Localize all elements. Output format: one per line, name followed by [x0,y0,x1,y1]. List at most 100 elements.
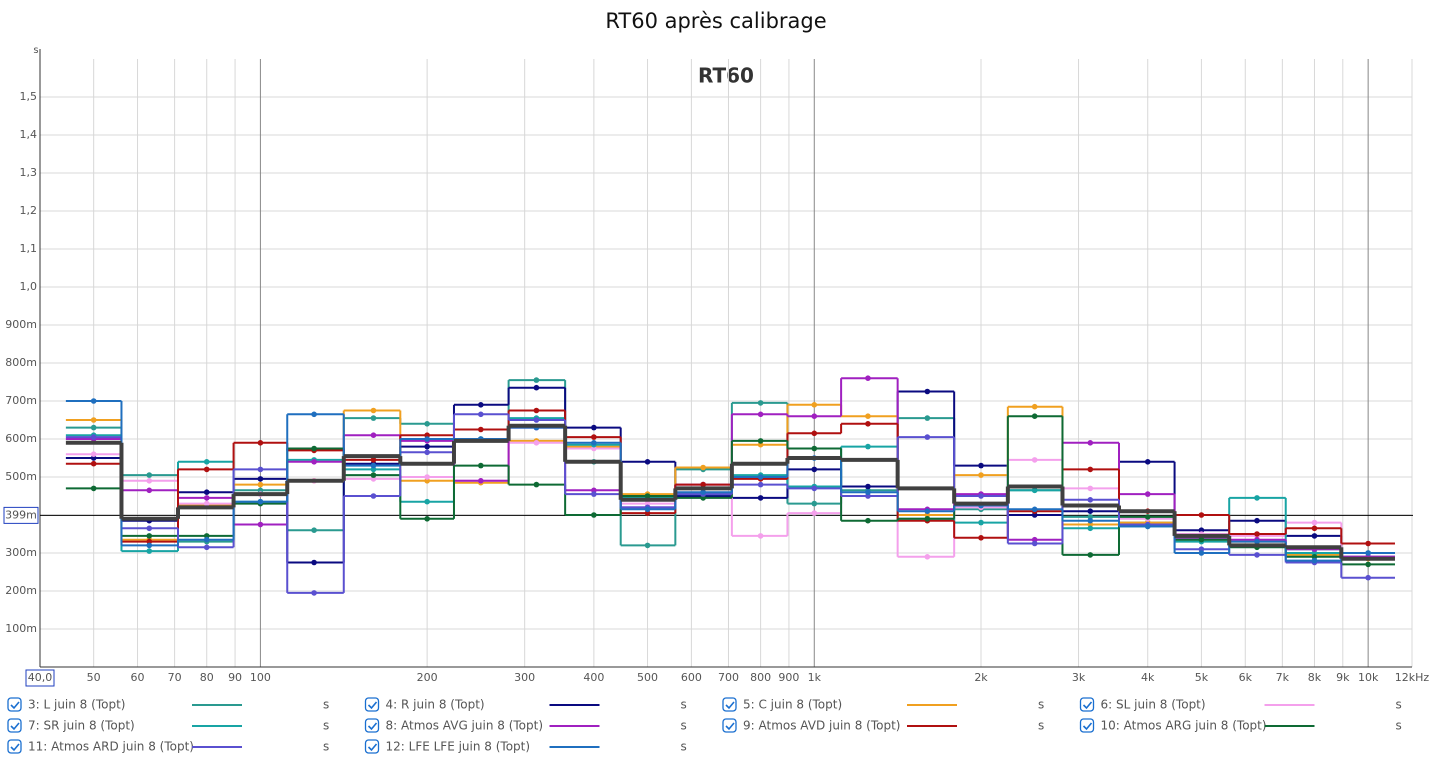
data-point [978,519,984,526]
x-tick-label: 100 [250,671,271,684]
data-point [700,464,706,471]
data-point [978,462,984,469]
data-point [311,459,317,465]
data-point [1144,514,1151,520]
data-point [644,542,651,549]
y-tick-label: 900m [5,318,37,331]
data-point [146,487,153,494]
data-point [370,415,377,421]
data-point [1254,538,1260,545]
legend-check[interactable] [725,722,735,731]
data-point [478,411,484,418]
data-point [1365,540,1371,547]
data-point [924,415,931,421]
data-point [311,411,317,418]
x-tick-label: 800 [750,671,771,684]
data-point [478,478,484,484]
data-point [533,377,540,383]
legend-checkbox[interactable] [364,739,380,754]
data-point [146,525,153,532]
legend-check[interactable] [10,701,20,710]
legend-check[interactable] [1082,722,1093,731]
legend-check[interactable] [1082,701,1093,710]
data-point [370,457,377,463]
legend-unit: s [681,719,687,733]
data-point [146,478,153,484]
data-point [811,413,818,420]
data-point [424,516,430,522]
legend-checkbox[interactable] [1079,697,1095,712]
data-point [1198,550,1205,556]
legend-checkbox[interactable] [7,697,22,712]
legend-checkbox[interactable] [722,718,737,733]
legend-checkbox[interactable] [7,739,22,754]
data-point [757,400,764,406]
legend-unit: s [1396,698,1402,712]
data-point [146,542,153,549]
data-point [591,512,597,518]
legend-unit: s [1396,719,1402,733]
data-point [1254,552,1260,558]
x-tick-label: 12kHz [1395,671,1430,684]
data-point [478,426,484,433]
data-point [533,407,540,414]
data-point [1365,561,1371,568]
data-point [257,498,264,505]
legend-label: 3: L juin 8 (Topt) [28,698,125,712]
data-point [978,535,984,541]
data-point [311,445,317,452]
legend-check[interactable] [10,722,20,731]
data-point [203,536,210,543]
data-point [757,495,764,501]
legend-check[interactable] [367,743,378,752]
legend-checkbox[interactable] [722,697,737,712]
legend-checkbox[interactable] [7,718,22,733]
x-tick-label: 900 [778,671,799,684]
x-start-box [25,669,55,687]
data-point [1031,487,1038,494]
y-tick-label: 800m [5,356,37,369]
legend-check[interactable] [725,701,735,710]
data-point [924,554,931,560]
y-tick-label: 1,5 [20,90,38,103]
y-tick-label: 600m [5,432,37,445]
legend-checkbox[interactable] [1079,718,1095,733]
y-tick-label: 1,3 [20,166,38,179]
y-tick-label: 1,0 [20,280,38,293]
data-point [146,548,153,554]
cursor-label: 399m [5,508,37,521]
data-point [811,402,818,408]
x-tick-label: 80 [200,671,214,684]
x-tick-label: 4k [1141,671,1155,684]
chart-title: RT60 après calibrage [605,9,826,33]
data-point [1144,523,1151,530]
x-tick-label: 700 [718,671,739,684]
data-point [203,459,210,465]
legend-checkbox[interactable] [364,697,380,712]
data-point [90,398,97,404]
x-tick-label: 1k [808,671,822,684]
data-point [1254,495,1260,501]
legend-checkbox[interactable] [364,718,380,733]
data-point [203,500,210,507]
x-tick-label: 6k [1239,671,1253,684]
data-point [700,489,706,496]
data-point [865,489,871,496]
legend-check[interactable] [367,701,378,710]
data-point [203,544,210,551]
data-point [811,500,818,507]
data-point [865,413,871,420]
legend-check[interactable] [367,722,378,731]
legend-unit: s [323,698,329,712]
data-point [424,421,430,427]
data-point [811,510,818,516]
data-point [924,508,931,514]
data-point [757,533,764,539]
data-point [1144,459,1151,465]
data-point [533,417,540,423]
legend-check[interactable] [10,743,20,752]
data-point [1198,536,1205,543]
data-point [865,421,871,427]
data-point [90,460,97,467]
